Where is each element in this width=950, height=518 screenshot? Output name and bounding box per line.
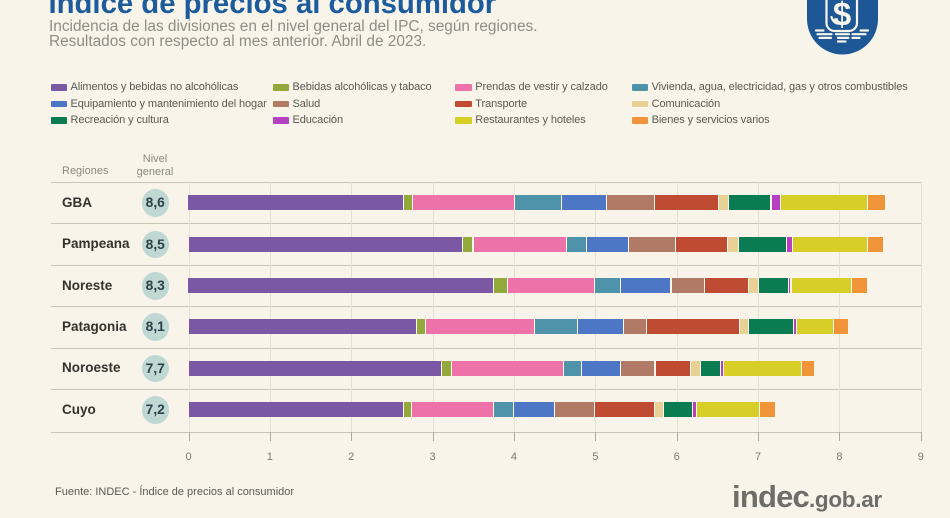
svg-text:$: $ — [833, 0, 851, 33]
